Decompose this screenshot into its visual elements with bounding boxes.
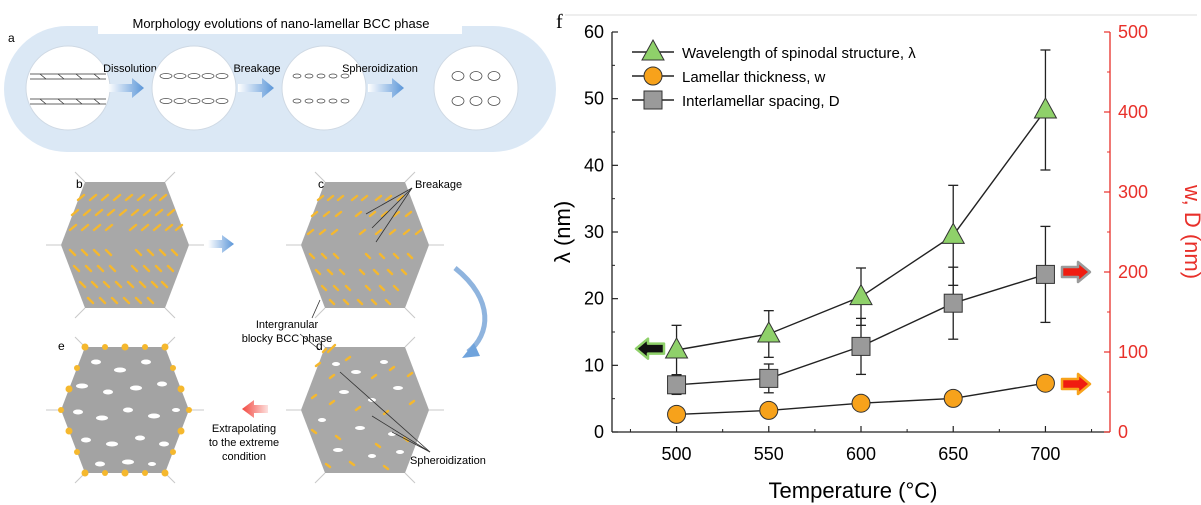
grain-e bbox=[46, 336, 204, 484]
series-1 bbox=[667, 373, 1055, 424]
axis-indicator-arrows bbox=[634, 260, 1092, 396]
data-point-circle bbox=[759, 400, 779, 420]
data-point-triangle bbox=[941, 222, 966, 244]
right-tick-label: 100 bbox=[1118, 342, 1148, 362]
arrow-d-to-e bbox=[242, 400, 268, 418]
panel-a-label: a bbox=[8, 31, 15, 45]
right-tick-label: 300 bbox=[1118, 182, 1148, 202]
panel-e-label: e bbox=[58, 339, 65, 353]
series-2 bbox=[667, 225, 1055, 396]
legend-label: Wavelength of spinodal structure, λ bbox=[682, 45, 916, 62]
extrapolating-annotation-line2: to the extreme bbox=[209, 437, 279, 449]
breakage-annotation: Breakage bbox=[415, 179, 462, 191]
right-tick-label: 400 bbox=[1118, 102, 1148, 122]
x-tick-label: 700 bbox=[1030, 444, 1060, 464]
panel-d-label: d bbox=[316, 339, 323, 353]
left-tick-label: 40 bbox=[584, 155, 604, 175]
data-point-square bbox=[759, 368, 779, 388]
panel-f-label: f bbox=[556, 11, 563, 33]
data-point-triangle bbox=[641, 38, 665, 61]
data-point-square bbox=[643, 90, 663, 110]
morphology-circle-4 bbox=[433, 45, 519, 131]
spheroidization-annotation: Spheroidization bbox=[410, 455, 486, 467]
left-tick-label: 0 bbox=[594, 422, 604, 442]
arrow-b-to-c bbox=[208, 235, 234, 253]
extrapolating-annotation-line1: Extrapolating bbox=[212, 423, 276, 435]
data-point-square bbox=[943, 293, 963, 313]
data-point-circle bbox=[943, 388, 963, 408]
right-tick-label: 200 bbox=[1118, 262, 1148, 282]
x-tick-label: 500 bbox=[662, 444, 692, 464]
x-tick-label: 550 bbox=[754, 444, 784, 464]
grain-c bbox=[286, 171, 444, 319]
data-point-circle bbox=[643, 66, 663, 86]
step-breakage: Breakage bbox=[233, 63, 280, 75]
schematic-panels: a Morphology evolutions of nano-lamellar… bbox=[4, 14, 556, 484]
left-tick-label: 20 bbox=[584, 289, 604, 309]
step-spheroidization: Spheroidization bbox=[342, 63, 418, 75]
capsule-background bbox=[4, 26, 556, 152]
arrow-breakage bbox=[238, 78, 274, 98]
grain-b bbox=[46, 171, 204, 319]
title-background bbox=[98, 14, 462, 34]
left-axis-ticks: 0 10 20 30 40 50 60 bbox=[584, 22, 618, 442]
right-axis-arrow-icon bbox=[1060, 372, 1092, 396]
data-point-circle bbox=[667, 404, 687, 424]
extrapolating-annotation-line3: condition bbox=[222, 451, 266, 463]
left-axis-arrow-icon bbox=[634, 337, 666, 360]
right-axis-ticks: 0 100 200 300 400 500 bbox=[1104, 22, 1148, 442]
right-axis-label: w, D (nm) bbox=[1180, 184, 1201, 279]
legend: Wavelength of spinodal structure, λ Lamel… bbox=[632, 38, 916, 110]
data-point-triangle bbox=[664, 336, 689, 359]
legend-label: Interlamellar spacing, D bbox=[682, 93, 840, 110]
right-axis-arrow-icon bbox=[1060, 260, 1092, 284]
panel-a-title: Morphology evolutions of nano-lamellar B… bbox=[133, 16, 430, 31]
morphology-circle-2 bbox=[151, 45, 237, 131]
data-point-square bbox=[1035, 264, 1055, 284]
x-tick-label: 650 bbox=[938, 444, 968, 464]
arrow-spheroidization bbox=[368, 78, 404, 98]
data-point-circle bbox=[851, 393, 871, 413]
intergranular-annotation-line1: Intergranular bbox=[256, 319, 319, 331]
step-dissolution: Dissolution bbox=[103, 63, 157, 75]
legend-item: Interlamellar spacing, D bbox=[632, 90, 840, 110]
data-point-square bbox=[851, 336, 871, 356]
legend-item: Wavelength of spinodal structure, λ bbox=[632, 38, 916, 62]
right-tick-label: 500 bbox=[1118, 22, 1148, 42]
legend-label: Lamellar thickness, w bbox=[682, 69, 826, 86]
data-point-square bbox=[667, 375, 687, 395]
x-axis-ticks: 500 550 600 650 700 bbox=[629, 426, 1093, 464]
series-layer bbox=[664, 49, 1058, 424]
morphology-circle-1 bbox=[25, 45, 111, 131]
right-tick-label: 0 bbox=[1118, 422, 1128, 442]
x-axis-label: Temperature (°C) bbox=[769, 478, 938, 503]
left-tick-label: 30 bbox=[584, 222, 604, 242]
data-point-triangle bbox=[756, 320, 781, 343]
arrow-dissolution bbox=[108, 78, 144, 98]
left-tick-label: 10 bbox=[584, 355, 604, 375]
data-point-triangle bbox=[1033, 96, 1058, 119]
left-axis-label: λ (nm) bbox=[550, 201, 575, 263]
panel-c-label: c bbox=[318, 177, 324, 191]
morphology-circle-3 bbox=[281, 45, 367, 131]
data-point-circle bbox=[1035, 373, 1055, 393]
left-tick-label: 50 bbox=[584, 89, 604, 109]
legend-item: Lamellar thickness, w bbox=[632, 66, 826, 86]
panel-b-label: b bbox=[76, 177, 83, 191]
left-tick-label: 60 bbox=[584, 22, 604, 42]
data-point-triangle bbox=[849, 283, 873, 306]
x-tick-label: 600 bbox=[846, 444, 876, 464]
grain-d bbox=[286, 333, 444, 484]
